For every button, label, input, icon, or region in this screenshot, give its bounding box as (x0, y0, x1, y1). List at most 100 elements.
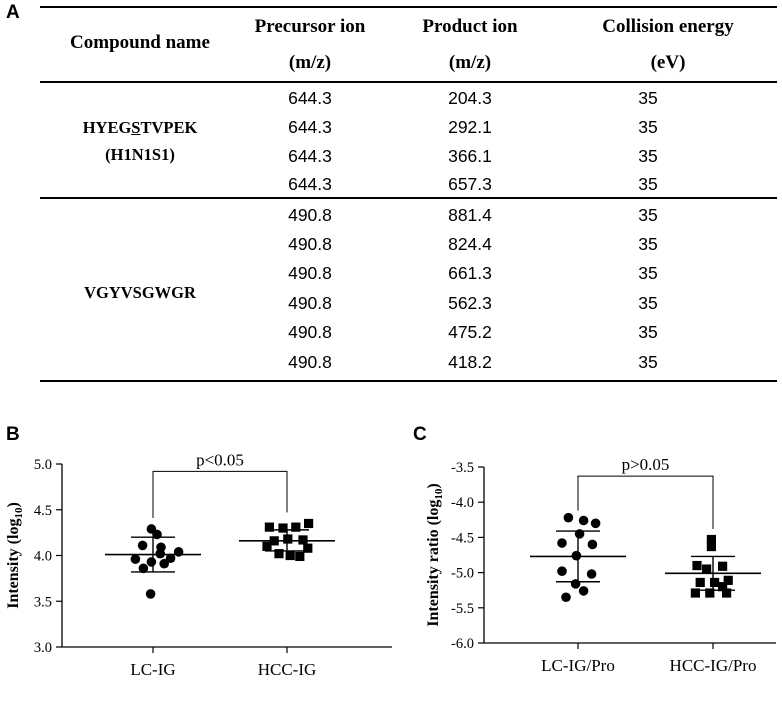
c-y-tick-label: -6.0 (451, 636, 474, 652)
b-point-square (295, 551, 305, 562)
b-point-circle (146, 557, 157, 567)
c2-row1-collision: 35 (638, 205, 658, 225)
c-significance-label: p>0.05 (622, 455, 670, 474)
b-y-label-tail: ) (5, 502, 22, 507)
c-y-tick-label: -5.0 (451, 566, 474, 582)
b-point-circle (173, 547, 184, 557)
c-point-circle (578, 515, 589, 526)
c-y-label-main: Intensity ratio (log (425, 500, 442, 627)
compound-1-part-a: HYEG (82, 118, 132, 137)
c2-row4-precursor: 490.8 (288, 293, 332, 313)
c1-row4-collision: 35 (638, 174, 658, 194)
b-point-circle (155, 548, 165, 559)
c1-row1-product: 204.3 (448, 88, 492, 108)
c-point-circle (570, 579, 581, 589)
c-point-circle (557, 538, 567, 548)
c2-row4-collision: 35 (638, 293, 658, 313)
b-y-tick-label: 4.5 (34, 503, 52, 519)
c2-row2-collision: 35 (638, 234, 658, 254)
b-category-label: HCC-IG (258, 660, 317, 679)
c-point-circle (574, 529, 585, 539)
compound-name-1-glycan: (H1N1S1) (105, 145, 175, 164)
b-y-tick-label: 4.0 (34, 549, 52, 565)
c-point-circle (587, 539, 598, 550)
header-product-unit: (m/z) (448, 52, 492, 73)
c2-row1-precursor: 490.8 (288, 205, 332, 225)
b-point-square (291, 522, 301, 532)
c1-row1-precursor: 644.3 (288, 88, 332, 108)
c2-row5-precursor: 490.8 (288, 322, 332, 342)
c-y-axis-label: Intensity ratio (log10) (425, 483, 445, 626)
header-precursor-ion: Precursor ion (254, 16, 366, 37)
table-header-rule (40, 81, 777, 83)
c2-row6-collision: 35 (638, 352, 658, 372)
header-collision-unit: (eV) (650, 52, 686, 73)
c2-row2-product: 824.4 (448, 234, 492, 254)
c2-row1-product: 881.4 (448, 205, 492, 225)
c2-row3-collision: 35 (638, 263, 658, 283)
c2-row2-precursor: 490.8 (288, 234, 332, 254)
c-significance-bracket (577, 475, 714, 529)
c-category-label: LC-IG/Pro (541, 656, 615, 675)
b-point-circle (156, 542, 166, 553)
c-point-square (702, 564, 712, 574)
c-point-circle (590, 518, 601, 529)
panel-label-b: B (6, 424, 20, 445)
table-bottom-rule (40, 380, 777, 382)
c2-row4-product: 562.3 (448, 293, 492, 313)
compound-name-1: HYEGSTVPEK (40, 116, 240, 140)
b-point-circle (152, 529, 162, 540)
c-point-square (706, 541, 716, 552)
b-y-label-main: Intensity (log (5, 519, 22, 609)
b-y-tick-label: 3.5 (34, 594, 52, 610)
b-point-square (274, 549, 284, 559)
compound-name-2: VGYVSGWGR (84, 283, 196, 302)
header-compound-name: Compound name (70, 32, 210, 53)
panel-label-c: C (413, 424, 427, 445)
c-point-square (722, 588, 732, 598)
b-point-square (304, 518, 314, 529)
c-point-circle (571, 550, 582, 561)
header-collision-energy: Collision energy (602, 16, 734, 37)
c2-row6-product: 418.2 (448, 352, 492, 372)
c-y-tick-label: -5.5 (451, 601, 474, 617)
b-point-square (303, 543, 313, 553)
compound-1-part-c: TVPEK (140, 118, 198, 137)
c2-row5-product: 475.2 (448, 322, 492, 342)
b-point-circle (145, 589, 156, 599)
c-point-square (718, 561, 728, 571)
c1-row2-product: 292.1 (448, 117, 492, 137)
b-category-label: LC-IG (130, 660, 175, 679)
b-point-square (283, 534, 293, 544)
c-point-square (718, 582, 728, 592)
c-point-circle (563, 512, 574, 523)
b-point-square (298, 535, 308, 545)
c-point-square (706, 534, 716, 545)
c1-row3-precursor: 644.3 (288, 146, 332, 166)
c-y-tick-label: -3.5 (451, 460, 474, 476)
b-y-axis-label: Intensity (log10) (5, 502, 25, 609)
c-y-tick-label: -4.0 (451, 495, 474, 511)
b-y-label-sub: 10 (13, 507, 25, 519)
c1-row2-collision: 35 (638, 117, 658, 137)
table-group-rule (40, 197, 777, 199)
c1-row4-precursor: 644.3 (288, 174, 332, 194)
c2-row3-precursor: 490.8 (288, 263, 332, 283)
b-point-square (262, 541, 272, 551)
c-point-square (710, 577, 720, 588)
c1-row3-collision: 35 (638, 146, 658, 166)
header-precursor-unit: (m/z) (288, 52, 332, 73)
b-point-square (269, 536, 279, 546)
c2-row6-precursor: 490.8 (288, 352, 332, 372)
c-point-circle (586, 569, 597, 579)
b-y-tick-label: 5.0 (34, 457, 52, 473)
c-point-square (705, 588, 715, 598)
b-y-tick-label: 3.0 (34, 640, 52, 656)
b-significance-bracket (152, 470, 288, 518)
b-point-square (264, 522, 274, 532)
c1-row2-precursor: 644.3 (288, 117, 332, 137)
b-point-circle (138, 563, 149, 574)
b-significance-label: p<0.05 (196, 450, 244, 469)
c-y-label-sub: 10 (433, 488, 445, 500)
c-y-label-tail: ) (425, 483, 442, 488)
